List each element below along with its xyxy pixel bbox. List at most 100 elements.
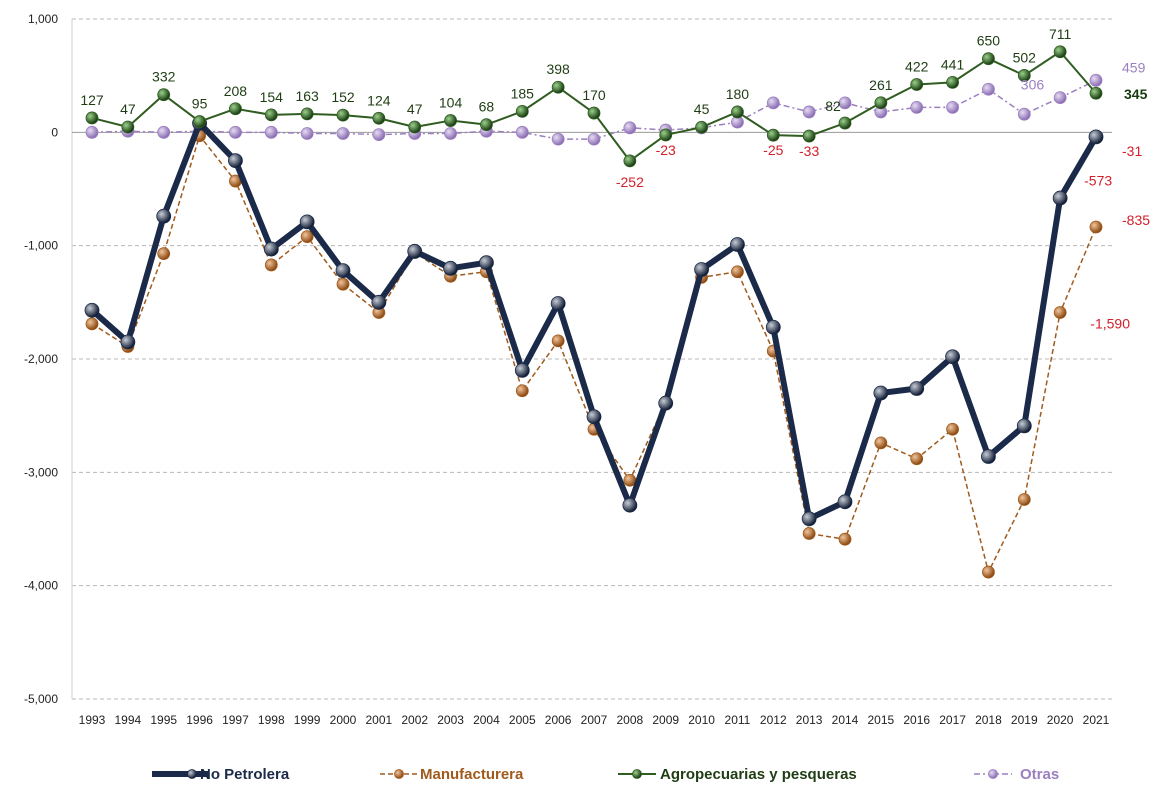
data-label-agro: -33 xyxy=(799,143,819,159)
axes: 1,000 0 -1,000 -2,000 -3,000 -4,000 -5,000 1993… xyxy=(24,12,1112,727)
data-label-agro: 163 xyxy=(295,88,319,104)
legend-label-agropecuarias: Agropecuarias y pesqueras xyxy=(660,766,857,783)
data-point-agropecuarias xyxy=(480,118,493,132)
legend: No Petrolera Manufacturera Agropecuarias y… xyxy=(152,766,1059,783)
data-point-manufacturera xyxy=(1089,220,1103,234)
data-point-otras xyxy=(264,125,278,139)
data-label-agro: -252 xyxy=(616,174,644,190)
data-point-manufacturera xyxy=(874,436,888,450)
data-point-otras xyxy=(336,127,350,140)
data-labels: 127 47 332 95 208 154 163 152 124 47 104 68 185 398 17… xyxy=(80,26,1150,332)
data-point-no-petrolera xyxy=(407,243,423,259)
data-point-agropecuarias xyxy=(229,102,242,116)
data-point-no-petrolera xyxy=(299,214,315,230)
data-point-manufacturera xyxy=(264,258,278,272)
data-point-no-petrolera xyxy=(228,153,243,169)
data-point-no-petrolera xyxy=(945,349,960,365)
data-point-no-petrolera xyxy=(837,494,853,510)
data-point-no-petrolera xyxy=(873,385,889,401)
data-label-agro: 422 xyxy=(905,59,929,75)
data-point-no-petrolera xyxy=(694,262,709,277)
data-point-agropecuarias xyxy=(193,115,206,128)
data-point-otras xyxy=(838,96,852,110)
x-tick-label: 2000 xyxy=(330,713,357,727)
data-point-otras xyxy=(802,105,816,119)
series-line-no-petrolera xyxy=(90,120,1099,522)
data-point-no-petrolera xyxy=(335,263,351,279)
legend-item-agropecuarias: Agropecuarias y pesqueras xyxy=(618,766,857,783)
data-point-agropecuarias xyxy=(1053,45,1067,59)
x-tick-label: 2005 xyxy=(509,713,536,727)
data-label-agro: 180 xyxy=(726,86,750,102)
data-point-agropecuarias xyxy=(408,120,422,134)
x-tick-label: 2010 xyxy=(688,713,715,727)
data-label-agro: -25 xyxy=(763,142,783,158)
data-point-no-petrolera xyxy=(371,294,387,310)
data-point-agropecuarias xyxy=(802,129,816,143)
x-tick-label: 2021 xyxy=(1083,713,1110,727)
x-tick-label: 2016 xyxy=(903,713,930,727)
data-label-agro: 502 xyxy=(1013,49,1037,65)
data-label-agro: 441 xyxy=(941,56,965,72)
y-tick-label: -1,000 xyxy=(24,239,58,253)
data-label-agro: 332 xyxy=(152,69,176,85)
data-point-no-petrolera xyxy=(120,334,136,350)
data-point-otras xyxy=(766,96,780,110)
data-point-no-petrolera xyxy=(586,409,602,425)
data-point-otras xyxy=(515,125,529,139)
data-point-manufacturera xyxy=(300,230,314,244)
data-point-no-petrolera xyxy=(1016,418,1032,434)
x-tick-label: 2004 xyxy=(473,713,500,727)
data-point-no-petrolera xyxy=(479,255,494,271)
data-point-manufacturera xyxy=(946,422,959,436)
series-no-petrolera xyxy=(84,115,1104,527)
data-point-otras xyxy=(623,121,637,135)
data-label-agro: 47 xyxy=(120,101,136,117)
legend-marker-agropecuarias xyxy=(632,769,642,779)
data-point-agropecuarias xyxy=(264,108,278,122)
data-point-agropecuarias xyxy=(300,107,314,121)
data-point-manufacturera xyxy=(838,532,852,546)
data-point-no-petrolera xyxy=(765,319,781,335)
data-label-agro: 95 xyxy=(192,96,208,112)
y-tick-label: -5,000 xyxy=(24,692,58,706)
data-label-manufacturera: -573 xyxy=(1084,172,1112,188)
data-point-manufacturera xyxy=(85,317,99,331)
data-point-no-petrolera xyxy=(263,241,279,257)
legend-marker-otras xyxy=(988,769,998,779)
data-point-otras xyxy=(229,125,242,139)
data-point-otras xyxy=(1017,107,1031,121)
data-label-manufacturera: -1,590 xyxy=(1090,316,1130,332)
data-point-no-petrolera xyxy=(1088,129,1104,145)
data-point-no-petrolera xyxy=(156,208,172,224)
series-line-manufacturera xyxy=(91,134,1097,573)
data-point-agropecuarias xyxy=(731,105,744,119)
data-point-manufacturera xyxy=(802,527,816,540)
data-point-otras xyxy=(85,125,99,139)
x-tick-label: 2003 xyxy=(437,713,464,727)
x-tick-label: 2020 xyxy=(1047,713,1074,727)
data-point-manufacturera xyxy=(1053,306,1067,319)
data-label-agro: -23 xyxy=(656,142,676,158)
data-point-manufacturera xyxy=(157,247,171,261)
data-point-agropecuarias xyxy=(444,114,457,127)
data-point-no-petrolera xyxy=(443,260,458,276)
data-point-no-petrolera xyxy=(909,381,925,396)
x-tick-label: 2018 xyxy=(975,713,1002,727)
data-point-no-petrolera xyxy=(550,296,566,311)
data-point-agropecuarias xyxy=(982,52,995,66)
data-point-no-petrolera xyxy=(801,511,817,527)
x-tick-label: 2007 xyxy=(581,713,608,727)
y-tick-label: 1,000 xyxy=(28,12,58,26)
data-point-manufacturera xyxy=(982,565,995,579)
x-tick-label: 2013 xyxy=(796,713,823,727)
data-label-agro: 82 xyxy=(825,98,841,114)
data-label-agro: 398 xyxy=(546,61,570,77)
x-tick-label: 2002 xyxy=(401,713,428,727)
legend-item-manufacturera: Manufacturera xyxy=(380,766,524,783)
data-point-agropecuarias xyxy=(85,111,99,125)
data-point-agropecuarias xyxy=(515,104,529,118)
data-point-no-petrolera xyxy=(981,449,996,464)
y-tick-label: -2,000 xyxy=(24,352,58,366)
